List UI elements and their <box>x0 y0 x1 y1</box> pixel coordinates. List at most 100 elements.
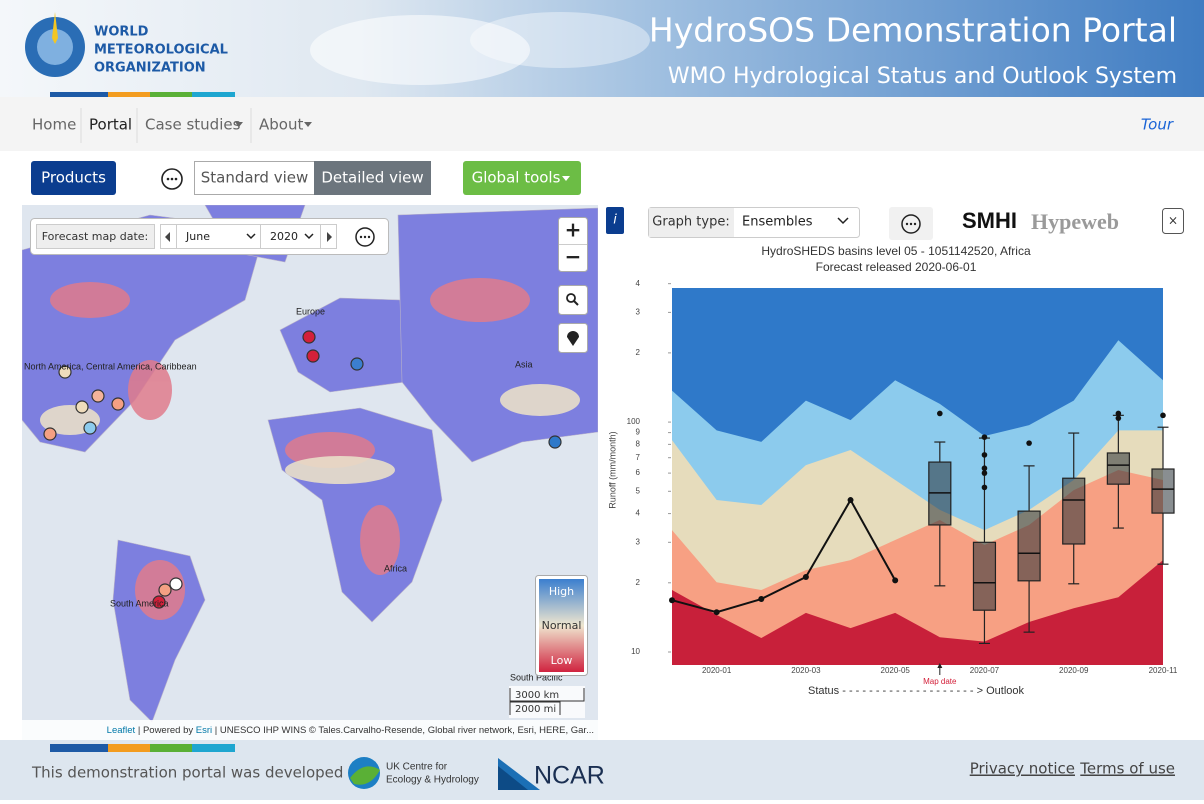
y-tick-label: 4 <box>636 509 641 518</box>
zoom-in[interactable]: + <box>565 218 582 242</box>
station-marker[interactable] <box>84 422 96 434</box>
search-button[interactable] <box>559 286 588 315</box>
station-marker[interactable] <box>303 331 315 343</box>
outlier <box>982 470 988 476</box>
attr-text: | Powered by <box>135 725 196 736</box>
month-value: June <box>185 230 210 243</box>
page: {"header": {"org_lines": ["WORLD", "METE… <box>0 0 1204 800</box>
station-marker[interactable] <box>76 401 88 413</box>
outlier <box>1026 440 1032 446</box>
y-tick-label: 10 <box>631 647 640 656</box>
region-label: Europe <box>296 306 325 316</box>
page-canvas: WORLD METEOROLOGICAL ORGANIZATION HydroS… <box>0 0 1204 800</box>
terms-link[interactable]: Terms of use <box>1079 760 1175 778</box>
strip <box>108 744 150 752</box>
box <box>1063 478 1085 544</box>
region-label: Asia <box>515 359 533 369</box>
chart: HydroSHEDS basins level 05 - 1051142520,… <box>607 244 1178 697</box>
header: WORLD METEOROLOGICAL ORGANIZATION HydroS… <box>0 0 1204 97</box>
footer-text: This demonstration portal was developed … <box>31 764 371 782</box>
graph-header: i Graph type: Ensembles SMHI Hypeweb × <box>606 207 1184 240</box>
chart-subtitle: Forecast released 2020-06-01 <box>816 260 977 274</box>
observed-point <box>669 597 675 603</box>
attr-link[interactable]: Esri <box>196 725 212 736</box>
org-name: WORLD <box>94 25 149 40</box>
x-axis-label: Status - - - - - - - - - - - - - - - - -… <box>808 685 1025 697</box>
observed-point <box>758 596 764 602</box>
site-title: HydroSOS Demonstration Portal <box>649 11 1177 50</box>
dot <box>910 223 912 225</box>
tour-link[interactable]: Tour <box>1141 116 1174 134</box>
brand-hypeweb: Hypeweb <box>1031 209 1119 234</box>
station-marker[interactable] <box>112 398 124 410</box>
station-marker[interactable] <box>307 350 319 362</box>
dot <box>360 236 362 238</box>
attr-text: | UNESCO IHP WINS © Tales.Carvalho-Resen… <box>212 725 594 736</box>
normal-patch <box>500 384 580 416</box>
nav-link[interactable]: About <box>259 116 303 134</box>
zoom-out[interactable]: − <box>565 245 582 269</box>
box <box>973 542 995 610</box>
outlier <box>937 411 943 417</box>
outlier <box>1116 415 1122 421</box>
x-tick-label: 2020-07 <box>970 666 1000 675</box>
box <box>1107 453 1129 484</box>
station-marker[interactable] <box>170 578 182 590</box>
strip <box>50 92 108 97</box>
graph-type-label: Graph type: <box>652 215 729 230</box>
y-tick-label: 100 <box>627 417 641 426</box>
station-marker[interactable] <box>44 428 56 440</box>
y-tick-label: 5 <box>636 486 641 495</box>
station-marker[interactable] <box>351 358 363 370</box>
y-tick-label: 4 <box>636 279 641 288</box>
attr-link[interactable]: Leaflet <box>107 725 136 736</box>
nav-link[interactable]: Home <box>32 116 76 134</box>
annotation: Map date <box>923 677 957 686</box>
strip <box>192 744 235 752</box>
station-marker[interactable] <box>549 436 561 448</box>
info-label: i <box>613 213 617 228</box>
strip <box>50 744 108 752</box>
dot <box>368 236 370 238</box>
button-label: Global tools <box>472 169 561 187</box>
box <box>1018 511 1040 581</box>
toolbar: Products Standard view Detailed view Glo… <box>31 161 581 195</box>
legend-label: Normal <box>542 619 582 632</box>
strip <box>108 92 150 97</box>
dot <box>914 223 916 225</box>
observed-point <box>803 574 809 580</box>
y-tick-label: 9 <box>636 428 641 437</box>
region-label: North America, Central America, Caribbea… <box>24 361 197 371</box>
site-subtitle: WMO Hydrological Status and Outlook Syst… <box>668 64 1177 89</box>
cloud <box>470 12 650 68</box>
partner-name[interactable]: NCAR <box>534 762 605 790</box>
strip <box>192 92 235 97</box>
y-tick-label: 3 <box>636 307 641 316</box>
dot <box>167 178 170 181</box>
strip <box>150 744 192 752</box>
observed-point <box>714 609 720 615</box>
dot <box>364 236 366 238</box>
legend-label: High <box>549 585 574 598</box>
scale-label: 2000 mi <box>515 704 556 715</box>
y-tick-label: 3 <box>636 537 641 546</box>
x-tick-label: 2020-01 <box>702 666 732 675</box>
graph-type-value[interactable]: Ensembles <box>742 215 813 230</box>
nav-link[interactable]: Case studies <box>145 116 241 134</box>
station-marker[interactable] <box>92 390 104 402</box>
outlier <box>982 485 988 491</box>
observed-point <box>892 577 898 583</box>
low-patch <box>50 282 130 318</box>
x-tick-label: 2020-05 <box>881 666 911 675</box>
nav-link[interactable]: Portal <box>89 116 132 134</box>
y-tick-label: 2 <box>636 348 641 357</box>
partner-name[interactable]: UK Centre for <box>386 762 448 773</box>
y-tick-label: 2 <box>636 578 641 587</box>
observed-point <box>848 497 854 503</box>
station-marker[interactable] <box>159 584 171 596</box>
partner-name[interactable]: Ecology & Hydrology <box>386 775 479 786</box>
privacy-link[interactable]: Privacy notice <box>970 760 1075 778</box>
outlier <box>982 452 988 458</box>
region-label: Africa <box>384 563 407 573</box>
map[interactable]: Europe North America, Central America, C… <box>22 205 598 740</box>
